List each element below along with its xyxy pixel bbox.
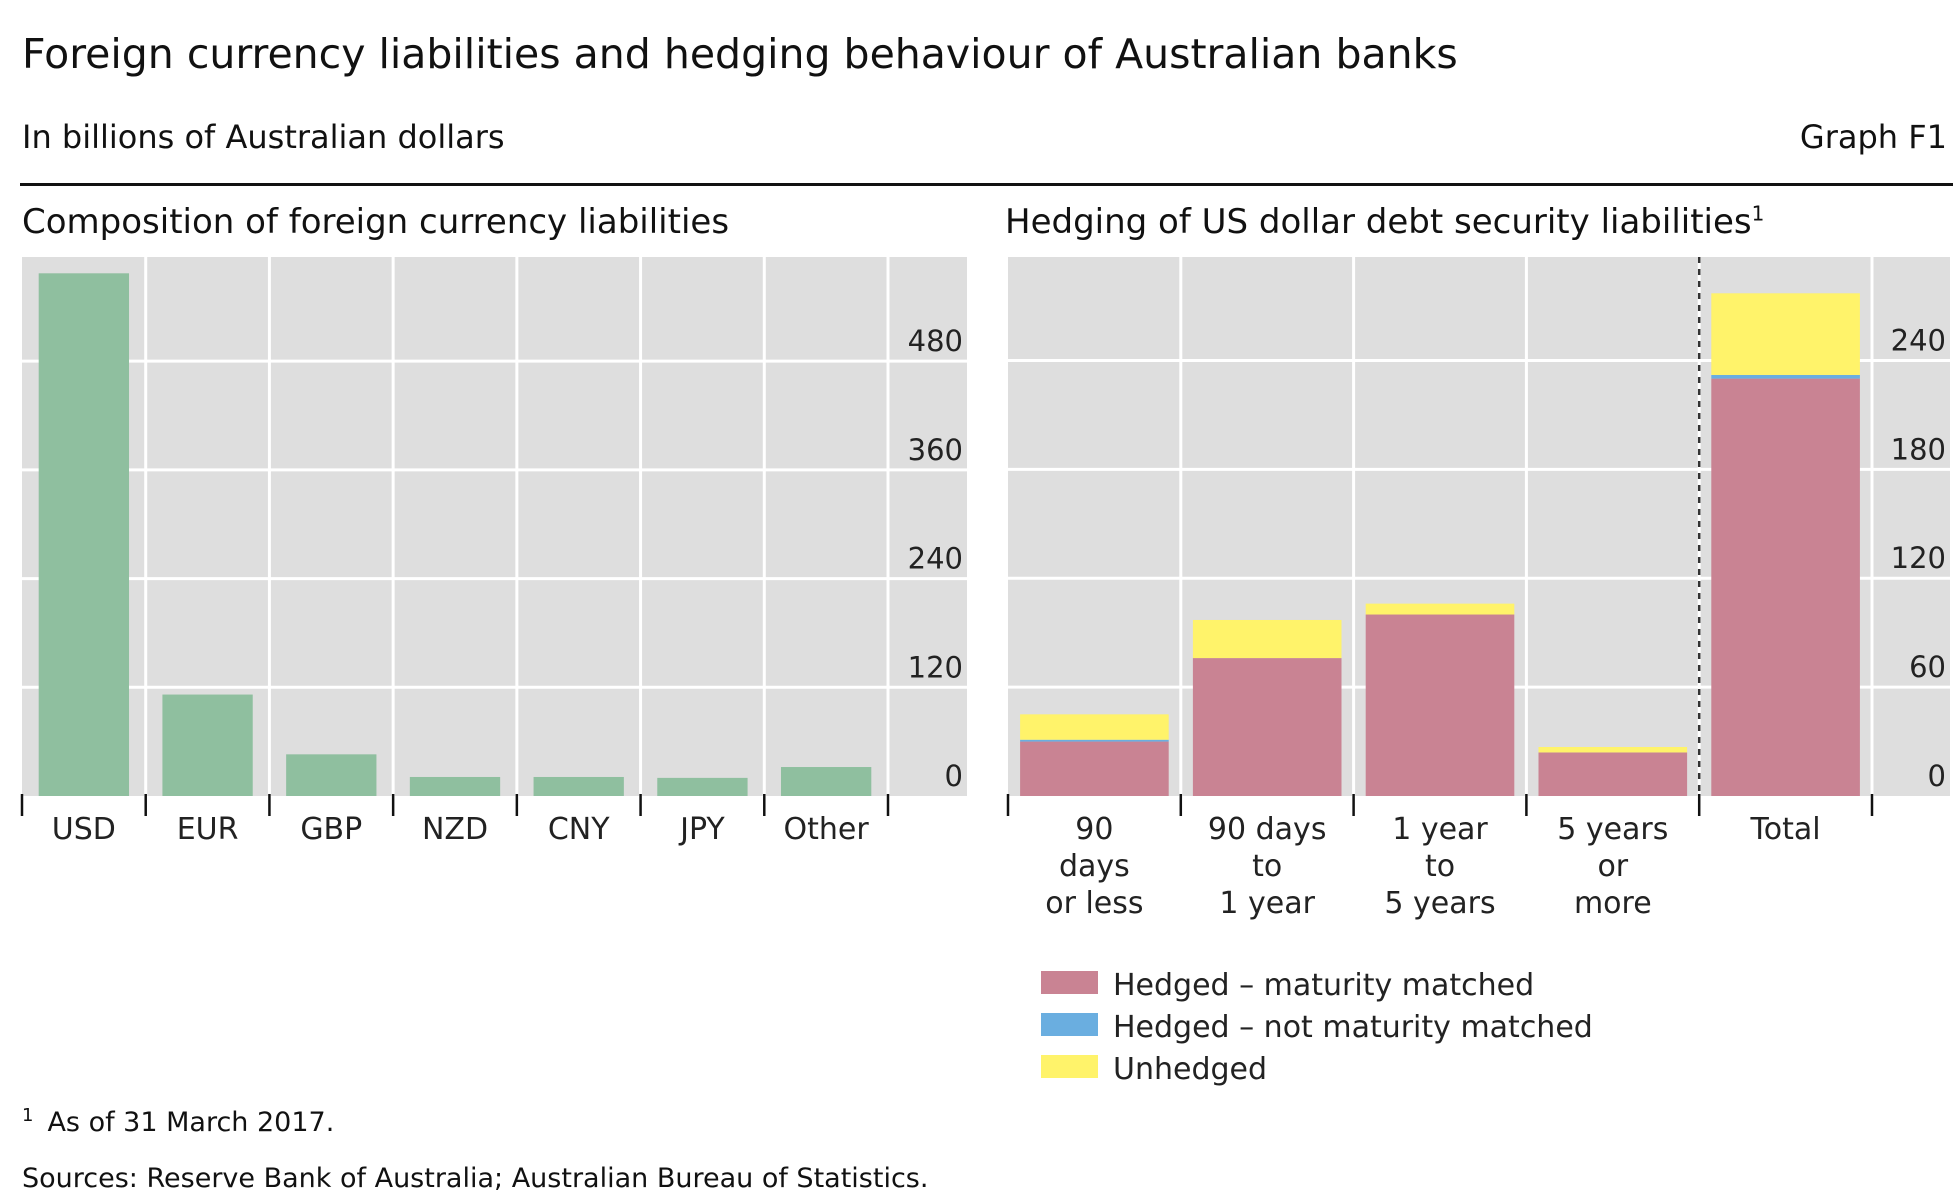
graph-id: Graph F1 (1799, 118, 1947, 156)
footnote-ref: 1 (1751, 201, 1765, 226)
chart2-bar-segment (1020, 739, 1169, 742)
chart1-y-tick-label: 480 (908, 324, 963, 358)
chart1-bar (286, 754, 377, 796)
chart2-category-label: 1 year (1219, 886, 1315, 921)
chart2-category-label: to (1425, 849, 1455, 884)
chart2-bar-segment (1538, 747, 1688, 753)
chart2-category-label: 1 year (1392, 812, 1488, 847)
legend-swatch (1041, 971, 1098, 994)
footnote-marker: 1 (22, 1105, 34, 1126)
chart2-bar-segment (1192, 619, 1342, 659)
chart1-category-label: Other (784, 812, 870, 847)
chart2-category-label: Total (1750, 812, 1821, 847)
header-rule (20, 183, 1953, 186)
chart1-y-tick-label: 240 (908, 542, 963, 576)
chart2-y-tick-label: 180 (1891, 432, 1946, 466)
chart2-bar-segment (1711, 374, 1860, 379)
right-panel-title-text: Hedging of US dollar debt security liabi… (1005, 202, 1752, 242)
chart1-y-tick-label: 360 (908, 433, 963, 467)
chart2-bar-segment (1711, 378, 1860, 796)
chart2-bar-segment (1365, 614, 1515, 796)
chart2-bar-segment (1711, 293, 1860, 375)
chart1-category-label: NZD (422, 812, 488, 847)
chart2-category-label: 90 days (1208, 812, 1327, 847)
chart2-bar-segment (1020, 714, 1169, 740)
chart2-category-label: to (1252, 849, 1282, 884)
legend-swatch (1041, 1055, 1098, 1078)
sources: Sources: Reserve Bank of Australia; Aust… (22, 1163, 929, 1194)
chart2-category-label: more (1574, 886, 1652, 921)
footnote-text: As of 31 March 2017. (47, 1107, 335, 1138)
chart1-category-label: EUR (177, 812, 239, 847)
chart2-y-tick-label: 240 (1891, 323, 1946, 357)
chart1-category-label: USD (52, 812, 116, 847)
chart2-category-label: or (1597, 849, 1628, 884)
left-panel-title: Composition of foreign currency liabilit… (22, 202, 730, 242)
chart1-category-label: JPY (678, 812, 725, 847)
chart1-bar (780, 767, 872, 796)
chart1-y-tick-label: 120 (908, 650, 963, 684)
chart2-category-label: or less (1045, 886, 1143, 921)
right-panel-title: Hedging of US dollar debt security liabi… (1005, 202, 1764, 242)
chart2-bar-segment (1538, 752, 1688, 796)
chart1-category-label: CNY (548, 812, 610, 847)
chart1-bar (533, 776, 624, 796)
chart1-bar (162, 694, 253, 796)
footnote: 1 As of 31 March 2017. (22, 1105, 335, 1139)
chart2-bar-segment (1020, 741, 1169, 796)
chart-subtitle: In billions of Australian dollars (22, 118, 505, 156)
chart1-y-tick-label: 0 (945, 759, 963, 793)
legend-label: Hedged – maturity matched (1113, 968, 1534, 1003)
chart1-bar (657, 777, 748, 796)
chart2-bar-segment (1192, 658, 1342, 796)
chart2-category-label: 90 (1075, 812, 1113, 847)
chart2-y-tick-label: 120 (1891, 541, 1946, 575)
chart2-y-tick-label: 60 (1909, 650, 1946, 684)
chart2-category-label: 5 years (1557, 812, 1668, 847)
chart-title: Foreign currency liabilities and hedging… (22, 30, 1458, 78)
chart1-bar (38, 273, 130, 796)
legend-swatch (1041, 1013, 1098, 1036)
chart2-category-label: 5 years (1384, 886, 1495, 921)
legend-label: Hedged – not maturity matched (1113, 1010, 1593, 1045)
legend-label: Unhedged (1113, 1052, 1267, 1087)
chart1-bar (409, 776, 501, 796)
chart1-category-label: GBP (300, 812, 362, 847)
chart2-bar-segment (1365, 603, 1515, 615)
chart2-category-label: days (1059, 849, 1130, 884)
chart2-y-tick-label: 0 (1928, 759, 1946, 793)
